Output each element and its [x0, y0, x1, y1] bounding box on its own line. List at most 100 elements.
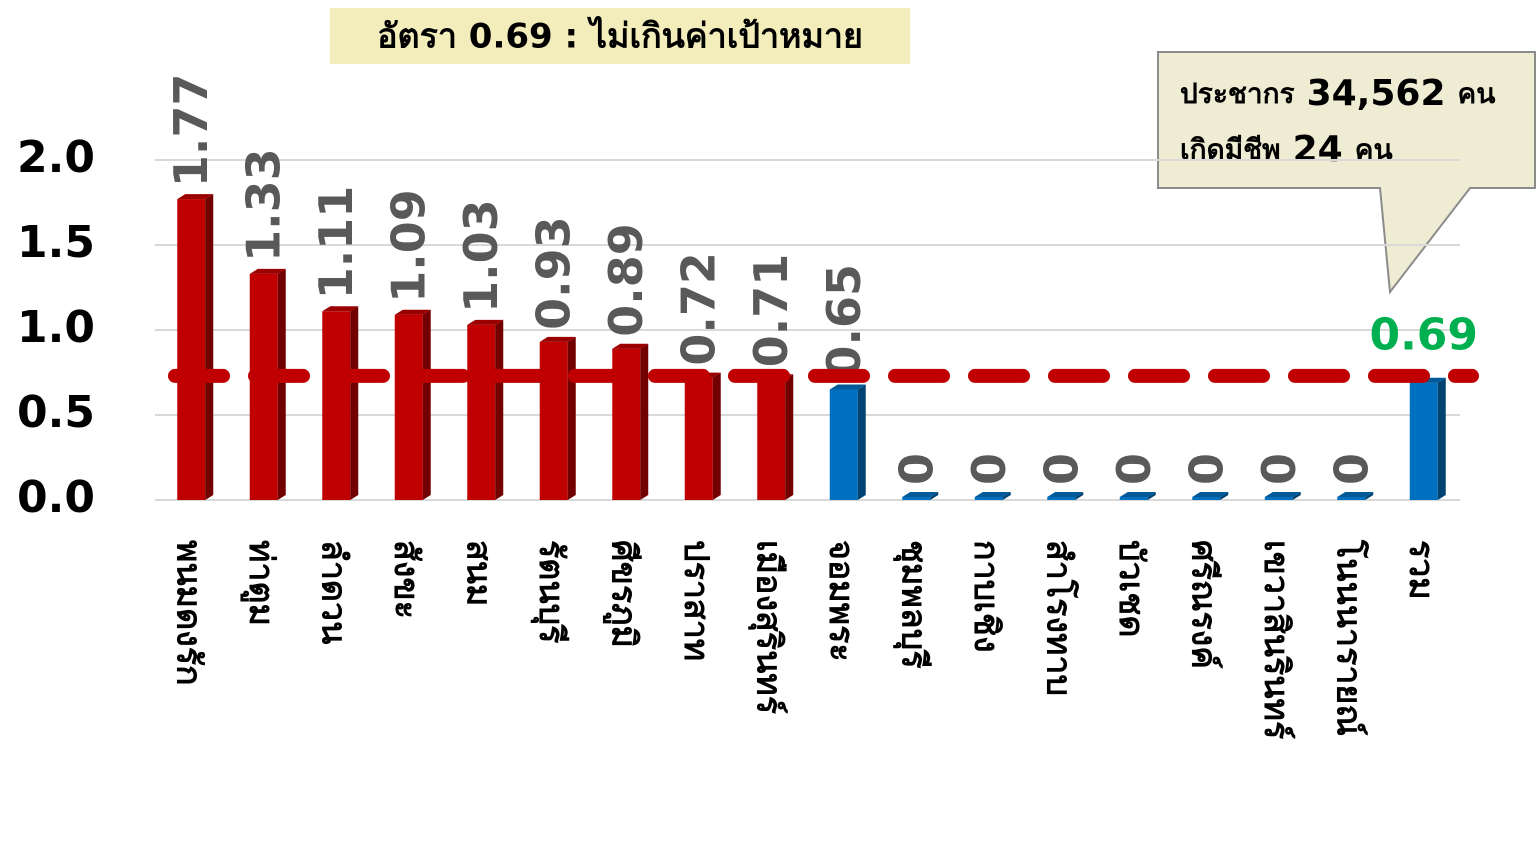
- bar-front: [322, 311, 351, 500]
- bar-top: [322, 306, 359, 312]
- bar-side: [495, 319, 504, 500]
- bar: [829, 384, 866, 500]
- y-tick-label: 0.5: [17, 387, 95, 438]
- x-tick-label: ศรีณรงค์: [1183, 540, 1223, 669]
- bar: [974, 492, 1011, 500]
- x-tick-label: ท่าตูม: [240, 540, 281, 626]
- annotation-part: เกิดมีชีพ: [1180, 133, 1281, 166]
- bar-side: [205, 194, 214, 500]
- bar-front: [539, 341, 568, 500]
- x-tick-label: สังขะ: [386, 540, 426, 619]
- bar-front: [177, 199, 206, 500]
- bar-side: [1147, 492, 1156, 500]
- bar: [1119, 492, 1156, 500]
- bar-side: [1002, 492, 1011, 500]
- annotation-line: ประชากร 34,562 คน: [1180, 73, 1495, 114]
- bar-front: [394, 314, 423, 500]
- bar: [1264, 492, 1301, 500]
- x-tick-label: รัตนบุรี: [530, 540, 571, 644]
- bar-top: [1119, 492, 1156, 497]
- bar: [539, 336, 576, 500]
- bar-side: [1292, 492, 1301, 500]
- bar-top: [612, 343, 649, 349]
- x-tick-label: ลำดวน: [313, 540, 353, 644]
- bar-front: [902, 497, 931, 500]
- bar-top: [394, 309, 431, 315]
- value-label: 1.03: [454, 199, 508, 313]
- bar-top: [467, 319, 504, 325]
- title-box: [330, 8, 910, 64]
- bar: [684, 372, 721, 500]
- bar-front: [1337, 497, 1366, 500]
- bar-side: [1220, 492, 1229, 500]
- x-tick-label: ปราสาท: [676, 540, 716, 661]
- x-tick-label: เมืองสุรินทร์: [747, 540, 788, 715]
- value-label: 1.11: [309, 186, 363, 300]
- value-label: 0: [1252, 453, 1306, 485]
- bar-top: [539, 336, 576, 342]
- value-label: 0: [962, 453, 1016, 485]
- bar-top: [829, 384, 866, 390]
- bar-side: [1437, 377, 1446, 500]
- bar: [394, 309, 431, 500]
- x-tick-label: ชุมพลบุรี: [892, 540, 933, 669]
- value-label: 0.65: [817, 264, 871, 378]
- chart-title: อัตรา 0.69 : ไม่เกินค่าเป้าหมาย: [377, 16, 863, 57]
- value-label: 0: [1034, 453, 1088, 485]
- x-tick-label: ศีขรภูมิ: [602, 540, 643, 648]
- bar-side: [277, 268, 286, 500]
- value-label: 0: [1324, 453, 1378, 485]
- bar-side: [1365, 492, 1374, 500]
- bar: [612, 343, 649, 500]
- bar-top: [177, 194, 214, 200]
- bar-front: [829, 389, 858, 500]
- bar: [1409, 377, 1446, 500]
- x-tick-label: พนมดงรัก: [168, 540, 208, 686]
- bar-front: [1047, 497, 1076, 500]
- x-tick-label: สำโรงทาบ: [1038, 540, 1079, 696]
- x-tick-label: บัวเชด: [1111, 540, 1151, 637]
- value-label: 0: [1107, 453, 1161, 485]
- annotation-part: คน: [1355, 133, 1393, 166]
- value-label: 1.33: [237, 148, 291, 262]
- bar-top: [902, 492, 939, 497]
- value-label: 0.71: [744, 254, 798, 368]
- bar-side: [1075, 492, 1084, 500]
- x-tick-label: โนนนารายณ์: [1328, 539, 1369, 736]
- annotation-part: 24: [1293, 129, 1343, 170]
- bar: [902, 492, 939, 500]
- annotation-part: คน: [1458, 77, 1496, 110]
- x-tick-label: จอมพระ: [821, 540, 861, 662]
- x-tick-label: กาบเชิง: [966, 540, 1006, 653]
- bar-side: [640, 343, 649, 500]
- y-tick-label: 1.5: [17, 217, 95, 268]
- value-label: 0.72: [672, 252, 726, 366]
- annotation-part: ประชากร: [1180, 77, 1295, 110]
- bar: [757, 374, 794, 500]
- bar-side: [422, 309, 431, 500]
- bar-top: [1192, 492, 1229, 497]
- bar-side: [712, 372, 721, 500]
- bar: [467, 319, 504, 500]
- bar-front: [684, 377, 713, 500]
- bar-front: [467, 324, 496, 500]
- bar: [322, 306, 359, 500]
- bar: [249, 268, 286, 500]
- value-label: 0.69: [1369, 310, 1478, 361]
- bar-front: [1264, 497, 1293, 500]
- bar: [177, 194, 214, 500]
- y-tick-label: 2.0: [17, 132, 95, 183]
- bar-front: [249, 273, 278, 500]
- y-tick-label: 0.0: [17, 472, 95, 523]
- x-tick-label: รวม: [1401, 540, 1441, 600]
- y-tick-label: 1.0: [17, 302, 95, 353]
- value-label: 0.89: [599, 223, 653, 337]
- bar-side: [567, 336, 576, 500]
- bar-top: [974, 492, 1011, 497]
- bar-side: [930, 492, 939, 500]
- bar-top: [249, 268, 286, 274]
- bar-front: [1409, 382, 1438, 500]
- bar-front: [1192, 497, 1221, 500]
- bar: [1337, 492, 1374, 500]
